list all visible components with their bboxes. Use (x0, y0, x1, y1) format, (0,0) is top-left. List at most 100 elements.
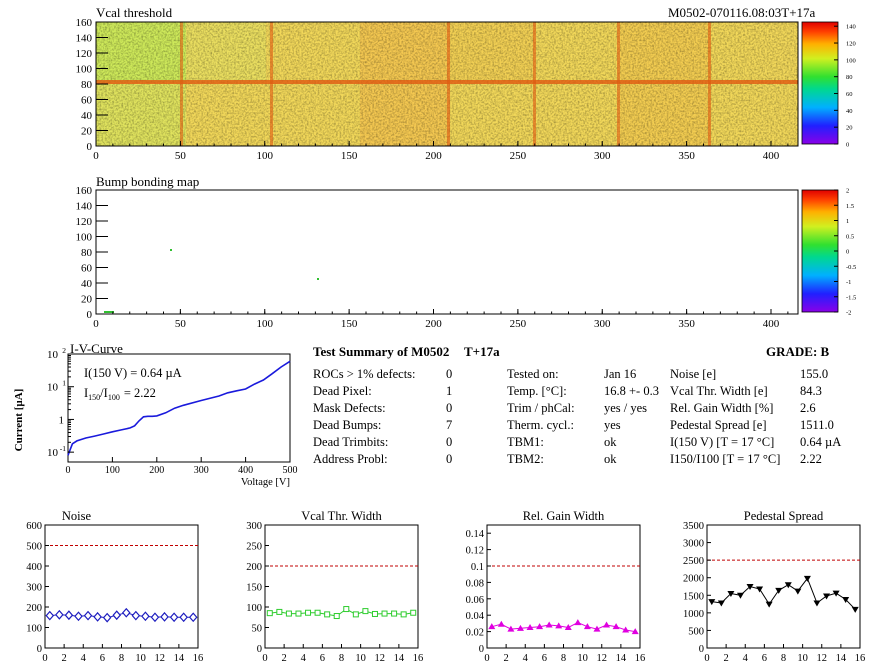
x-tick-label: 12 (597, 653, 608, 664)
result-value: 84.3 (800, 384, 822, 398)
y-tick-label: 2500 (683, 556, 704, 567)
y-tick-label: 80 (81, 247, 93, 259)
data-point (794, 588, 802, 595)
condition-label: Tested on: (507, 367, 559, 381)
result-label: I150/I100 [T = 17 °C] (670, 452, 781, 466)
results-labels: Noise [e] Vcal Thr. Width [e] Rel. Gain … (670, 366, 780, 468)
x-tick-label: 300 (594, 150, 611, 162)
y-tick-label: 20 (81, 126, 93, 138)
defect-value: 0 (446, 435, 453, 449)
y-tick-label: 100 (246, 603, 262, 614)
x-tick-label: 150 (341, 318, 358, 330)
y-tick-label: 0.08 (466, 578, 484, 589)
defect-label: Dead Pixel: (313, 384, 372, 398)
defect-label: Mask Defects: (313, 401, 386, 415)
x-tick-label: 4 (301, 653, 307, 664)
defect-value: 1 (446, 384, 453, 398)
data-point (381, 610, 388, 617)
y-tick-label: 2000 (683, 574, 704, 585)
defect-label: Address Probl: (313, 452, 388, 466)
y-tick-label: 500 (688, 626, 704, 637)
y-tick-label: 0.06 (466, 595, 484, 606)
x-tick-label: 10 (135, 653, 146, 664)
conditions-labels: Tested on: Temp. [°C]: Trim / phCal: The… (507, 366, 575, 468)
x-tick-label: 250 (510, 318, 527, 330)
y-tick-label: 0 (699, 644, 704, 655)
condition-value: 16.8 +- 0.3 (604, 384, 659, 398)
x-tick-label: 12 (375, 653, 386, 664)
data-point (536, 623, 544, 630)
iv-y-tick-label: 10 (47, 382, 59, 394)
x-tick-label: 100 (257, 150, 274, 162)
data-point (612, 623, 620, 630)
condition-label: Trim / phCal: (507, 401, 575, 415)
data-point (842, 597, 850, 604)
x-tick-label: 12 (155, 653, 166, 664)
x-tick-label: 8 (119, 653, 124, 664)
y-tick-label: 1000 (683, 609, 704, 620)
x-tick-label: 16 (855, 653, 866, 664)
x-tick-label: 16 (413, 653, 424, 664)
data-point (285, 610, 292, 617)
y-tick-label: 3000 (683, 539, 704, 550)
x-tick-label: 350 (678, 150, 695, 162)
data-point (362, 608, 369, 615)
data-point (756, 586, 764, 593)
data-point (497, 620, 505, 627)
x-tick-label: 0 (42, 653, 47, 664)
data-point (631, 628, 639, 635)
x-tick-label: 250 (510, 150, 527, 162)
data-point (593, 625, 601, 632)
iv-xlabel: Voltage [V] (241, 477, 290, 488)
data-point (564, 624, 572, 630)
bump-color-palette (801, 189, 839, 313)
iv-annot-ratio: I150/I100 = 2.22 (84, 386, 156, 402)
data-point (343, 606, 350, 613)
y-tick-label: 40 (81, 278, 93, 290)
y-tick-label: 80 (81, 79, 93, 91)
x-tick-label: 4 (743, 653, 749, 664)
chart-title: Noise (62, 509, 92, 523)
y-tick-label: 400 (26, 562, 42, 573)
x-tick-label: 10 (577, 653, 588, 664)
x-tick-label: 6 (762, 653, 767, 664)
chart-1: Vcal Thr. Width 0 2 4 6 8 10 12 14 16 0 50 100 150 200… (246, 509, 423, 664)
palette-tick-label: 40 (846, 108, 853, 115)
iv-y-tick-label: 10 (47, 447, 59, 459)
vcal-heatmap (96, 22, 798, 146)
data-point (188, 612, 198, 623)
result-label: Vcal Thr. Width [e] (670, 384, 768, 398)
chart-0: Noise 0 2 4 6 8 10 12 14 16 0 100 200 300 400 500 600 (26, 509, 203, 664)
y-tick-label: 0.14 (466, 529, 485, 540)
data-point (574, 619, 582, 626)
x-tick-label: 200 (425, 150, 442, 162)
chart-frame (264, 524, 419, 649)
iv-x-tick-label: 400 (238, 465, 253, 476)
x-tick-label: 50 (175, 318, 187, 330)
data-point (83, 610, 93, 621)
palette-tick-label: 140 (846, 24, 856, 31)
x-tick-label: 14 (394, 653, 405, 664)
y-tick-label: 1500 (683, 591, 704, 602)
x-tick-label: 0 (262, 653, 267, 664)
x-tick-label: 12 (817, 653, 828, 664)
iv-y-tick-label: 1 (59, 414, 65, 426)
x-tick-label: 8 (339, 653, 344, 664)
x-tick-label: 2 (62, 653, 67, 664)
chart-frame (706, 524, 861, 649)
data-point (784, 582, 792, 589)
y-tick-label: 300 (246, 521, 262, 532)
x-tick-label: 14 (836, 653, 847, 664)
data-point (333, 613, 340, 620)
y-tick-label: 600 (26, 521, 42, 532)
y-tick-label: 40 (81, 110, 93, 122)
palette-tick-label: 20 (846, 125, 853, 132)
data-point (583, 623, 591, 630)
iv-x-tick-label: 300 (194, 465, 209, 476)
data-point (112, 610, 122, 621)
x-tick-label: 6 (100, 653, 105, 664)
vcal-threshold-map: 0 50 100 150 200 250 300 350 4000204060801001201… (76, 17, 856, 162)
x-tick-label: 0 (484, 653, 489, 664)
y-tick-label: 140 (76, 201, 93, 213)
